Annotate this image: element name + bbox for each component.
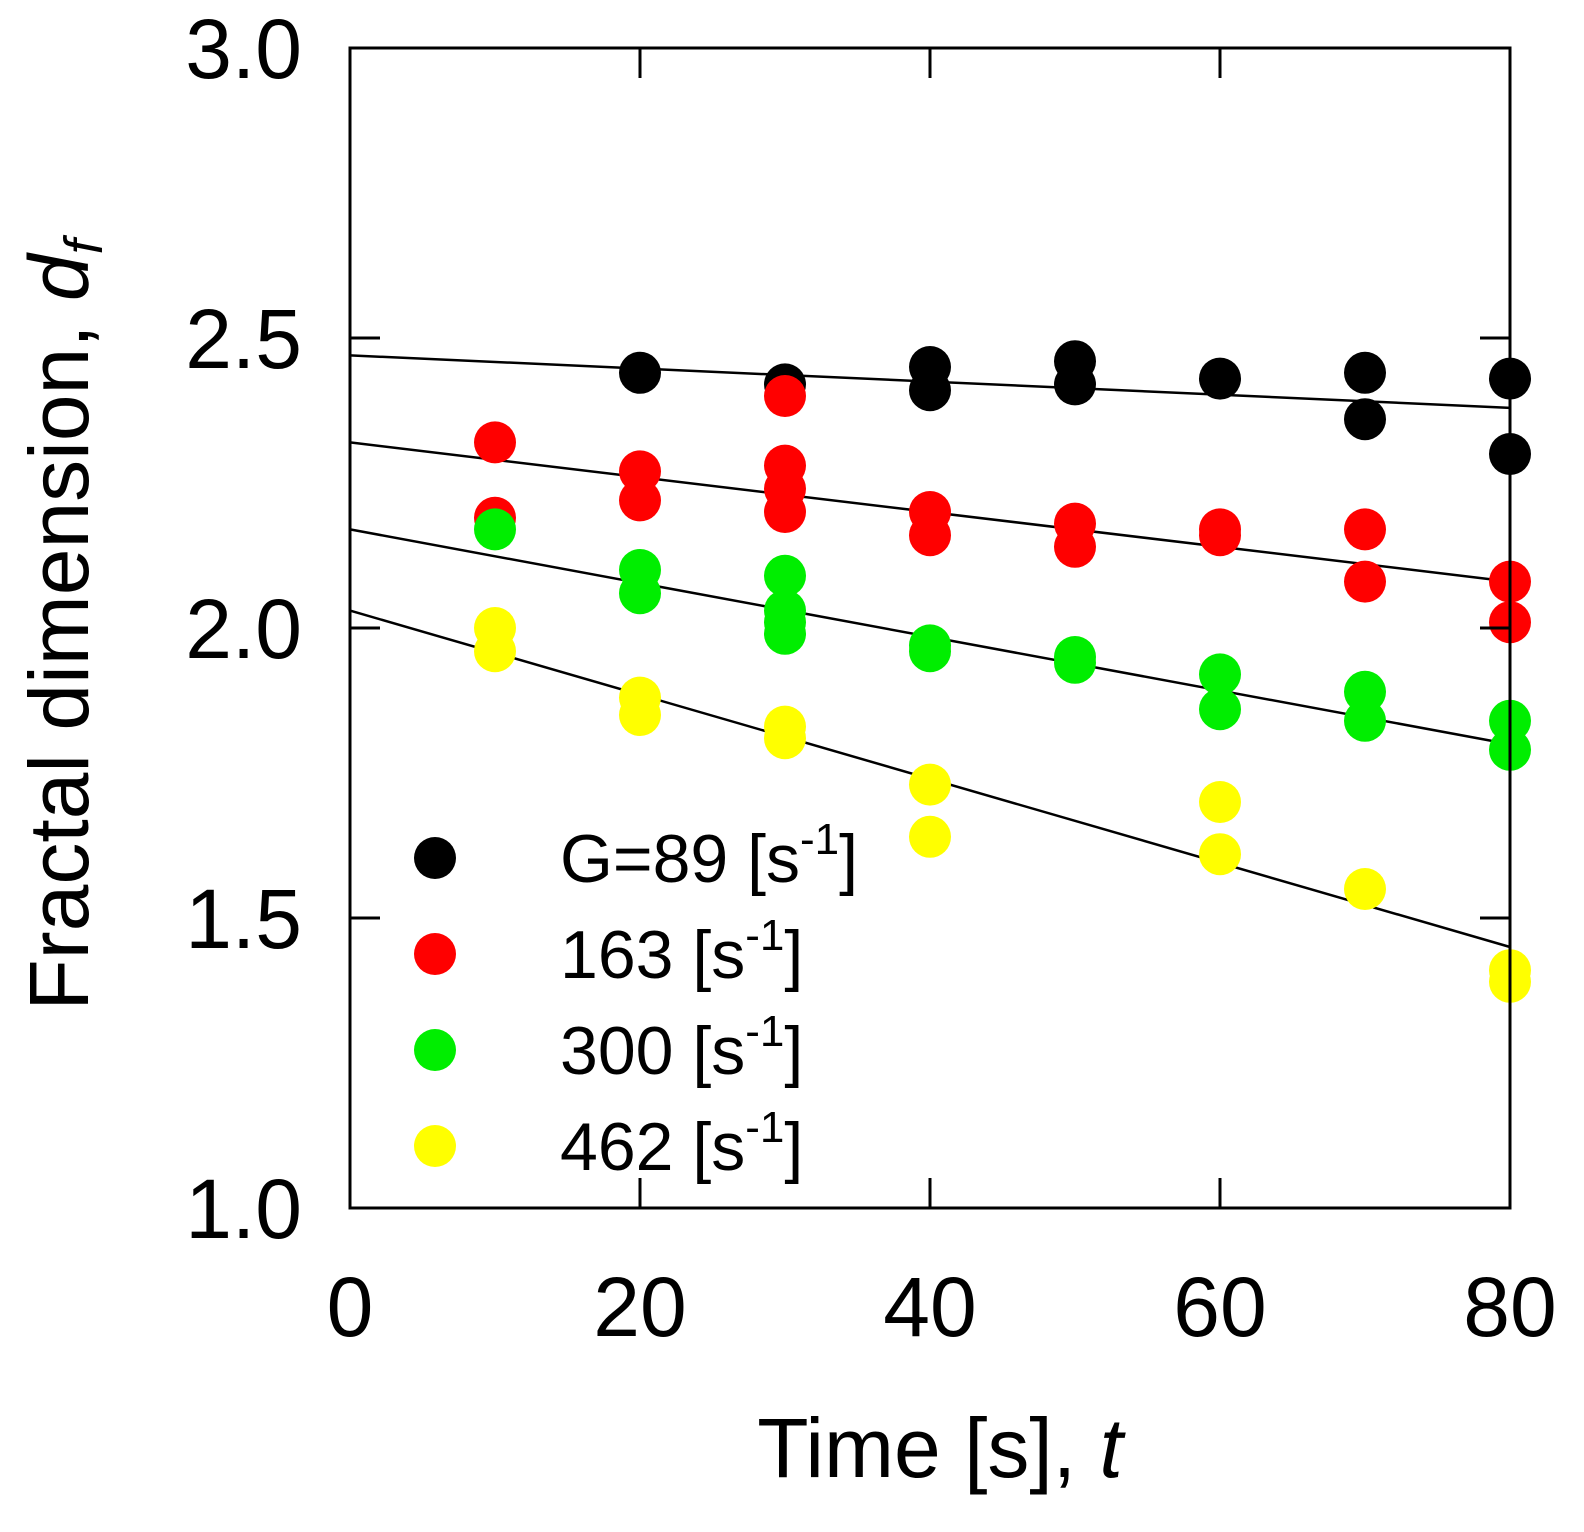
data-point [909, 815, 951, 858]
data-point [1344, 699, 1386, 742]
axis-ticks [348, 46, 1512, 1210]
x-tick-label: 20 [593, 1260, 686, 1354]
data-point [1344, 508, 1386, 551]
legend-marker [414, 837, 456, 879]
legend-label: 462 [s-1] [560, 1103, 803, 1185]
data-point [619, 694, 661, 736]
data-point [1054, 363, 1096, 406]
legend-marker [414, 1029, 456, 1071]
x-tick-label: 40 [883, 1260, 976, 1354]
data-point [619, 351, 661, 394]
data-point [909, 763, 951, 806]
legend-label: 163 [s-1] [560, 911, 803, 993]
data-point [1199, 357, 1241, 400]
data-points [474, 340, 1531, 1003]
data-point [1344, 560, 1386, 603]
data-point [764, 717, 806, 760]
tick-labels: 0 20 40 60 80 1.0 1.5 2.0 2.5 3.0 [185, 2, 1557, 1354]
data-point [764, 491, 806, 533]
y-tick-label: 2.5 [185, 292, 302, 386]
data-point [1344, 351, 1386, 394]
x-axis-title-var: t [1099, 1401, 1126, 1495]
legend-label: 300 [s-1] [560, 1007, 803, 1089]
data-point [619, 450, 661, 493]
legend-label: G=89 [s-1] [560, 815, 858, 897]
y-tick-label: 1.0 [185, 1162, 302, 1256]
x-axis-title-text: Time [s], [757, 1401, 1099, 1495]
data-point [1199, 514, 1241, 557]
data-point [1344, 398, 1386, 441]
x-tick-label: 80 [1463, 1260, 1556, 1354]
y-axis-title: Fractal dimension, df [12, 234, 114, 1010]
y-axis-title-text: Fractal dimension, [12, 301, 106, 1011]
y-axis-title-var: d [12, 252, 106, 301]
data-point [909, 630, 951, 673]
data-point [909, 514, 951, 557]
data-point [619, 572, 661, 615]
data-point [764, 375, 806, 417]
legend-marker [414, 1125, 456, 1167]
data-point [1054, 525, 1096, 568]
data-point [1344, 868, 1386, 910]
legend: G=89 [s-1] 163 [s-1] 300 [s-1] 462 [s-1] [414, 815, 858, 1185]
data-point [1199, 688, 1241, 731]
legend-marker [414, 933, 456, 975]
y-tick-label: 1.5 [185, 872, 302, 966]
data-point [474, 630, 516, 673]
data-point [474, 508, 516, 551]
x-axis-title: Time [s], t [757, 1401, 1126, 1495]
data-point [909, 369, 951, 412]
data-point [1199, 781, 1241, 823]
data-point [474, 421, 516, 464]
y-tick-label: 3.0 [185, 2, 302, 96]
data-point [1344, 670, 1386, 713]
x-tick-label: 60 [1173, 1260, 1266, 1354]
x-tick-label: 0 [327, 1260, 374, 1354]
y-axis-title-subscript: f [54, 234, 114, 254]
data-point [764, 612, 806, 655]
y-tick-label: 2.0 [185, 582, 302, 676]
data-point [1199, 653, 1241, 696]
data-point [1054, 641, 1096, 684]
data-point [619, 479, 661, 522]
data-point [1199, 833, 1241, 876]
data-point [764, 554, 806, 597]
